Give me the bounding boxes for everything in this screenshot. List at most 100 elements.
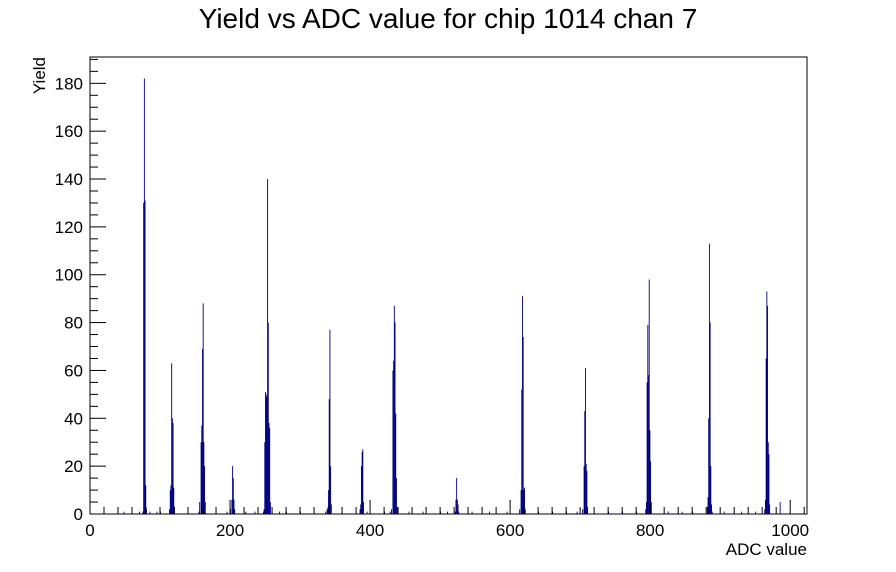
x-tick-label: 200: [216, 521, 244, 540]
histogram-bar: [262, 511, 264, 514]
histogram-bar: [506, 511, 508, 514]
histogram-bar: [583, 466, 585, 514]
histogram-bar: [524, 487, 526, 514]
histogram-bar: [769, 504, 771, 514]
histogram-bar: [707, 497, 709, 514]
histogram-bars: [123, 78, 781, 514]
y-tick-label: 60: [64, 361, 83, 380]
histogram-bar: [266, 396, 268, 514]
histogram-bar: [711, 504, 712, 514]
histogram-bar: [648, 375, 649, 514]
histogram-bar: [232, 478, 234, 514]
histogram-bar: [325, 511, 327, 514]
histogram-bar: [198, 511, 200, 514]
histogram-bar: [522, 336, 524, 514]
histogram-bar: [587, 506, 589, 514]
histogram-bar: [204, 466, 206, 514]
histogram-bar: [779, 502, 781, 514]
histogram-bar: [144, 200, 146, 514]
histogram-bar: [204, 502, 206, 514]
histogram-bar: [681, 511, 683, 514]
histogram-bar: [710, 466, 712, 514]
histogram-bar: [267, 322, 269, 514]
histogram-bar: [708, 418, 710, 514]
histogram-bar: [360, 504, 362, 514]
histogram-bar: [582, 509, 584, 514]
histogram-bar: [265, 391, 266, 514]
histogram-bar: [143, 78, 145, 514]
histogram-bar: [447, 511, 448, 514]
histogram-bar: [650, 502, 652, 514]
y-axis-ticks: 0 20 40 60 80 100 120 140 160 180: [55, 58, 106, 524]
histogram-bar: [142, 511, 144, 514]
histogram-bar: [328, 399, 330, 514]
histogram-bar: [265, 394, 267, 514]
histogram-bar: [201, 425, 203, 514]
x-tick-label: 0: [85, 521, 94, 540]
histogram-bar: [524, 509, 526, 514]
histogram-bar: [767, 305, 768, 514]
histogram-bar: [202, 303, 204, 514]
y-tick-label: 100: [55, 266, 83, 285]
histogram-bar: [330, 466, 332, 514]
histogram-bar: [576, 511, 578, 514]
histogram-bar: [254, 511, 256, 514]
x-axis-label: ADC value: [726, 540, 807, 559]
histogram-bar: [764, 499, 766, 514]
histogram-bar: [326, 509, 328, 514]
histogram-bar: [764, 509, 766, 514]
histogram-bar: [586, 470, 588, 514]
histogram-bar: [522, 296, 523, 514]
histogram-bar: [145, 485, 147, 514]
histogram-bar: [143, 202, 145, 514]
histogram-bar: [709, 322, 711, 514]
histogram-bar: [269, 502, 271, 514]
y-tick-label: 120: [55, 218, 83, 237]
histogram-bar: [173, 487, 175, 514]
chart-title: Yield vs ADC value for chip 1014 chan 7: [199, 3, 698, 34]
histogram-bar: [169, 509, 171, 514]
histogram-bar: [489, 511, 491, 514]
histogram-bar: [768, 454, 770, 514]
histogram-bar: [723, 511, 725, 514]
histogram-bar: [363, 502, 364, 514]
histogram-bar: [123, 511, 125, 514]
histogram-bar: [393, 305, 395, 514]
histogram-bar: [456, 499, 458, 514]
histogram-bar: [269, 427, 271, 514]
histogram-bar: [389, 511, 391, 514]
histogram-bar: [328, 490, 329, 514]
histogram-bar: [359, 509, 361, 514]
y-tick-label: 0: [74, 505, 83, 524]
histogram-bar: [708, 243, 710, 514]
histogram-bar: [667, 511, 669, 514]
y-tick-label: 40: [64, 409, 83, 428]
histogram-bar: [330, 504, 332, 514]
histogram-bar: [267, 179, 269, 514]
histogram-bar: [523, 490, 525, 514]
histogram-bar: [711, 511, 713, 514]
histogram-bar: [646, 382, 648, 514]
histogram-bar: [454, 511, 456, 514]
histogram-bar: [156, 511, 158, 514]
histogram-bar: [392, 370, 394, 514]
histogram-bar: [521, 389, 523, 514]
histogram-bar: [362, 449, 364, 514]
x-tick-label: 1000: [771, 521, 809, 540]
histogram-bar: [264, 442, 266, 514]
histogram-bar: [329, 329, 331, 514]
histogram-bar: [170, 485, 172, 514]
histogram-bar: [456, 478, 458, 514]
histogram-bar: [584, 411, 586, 514]
histogram-bar: [519, 509, 521, 514]
histogram-bar: [391, 509, 392, 514]
histogram-bar: [234, 509, 236, 514]
histogram-bar: [647, 324, 649, 514]
histogram-bar: [585, 463, 587, 514]
histogram-bar: [755, 511, 757, 514]
histogram-bar: [765, 358, 767, 514]
histogram-bar: [471, 511, 473, 514]
y-tick-label: 80: [64, 314, 83, 333]
y-tick-label: 160: [55, 122, 83, 141]
